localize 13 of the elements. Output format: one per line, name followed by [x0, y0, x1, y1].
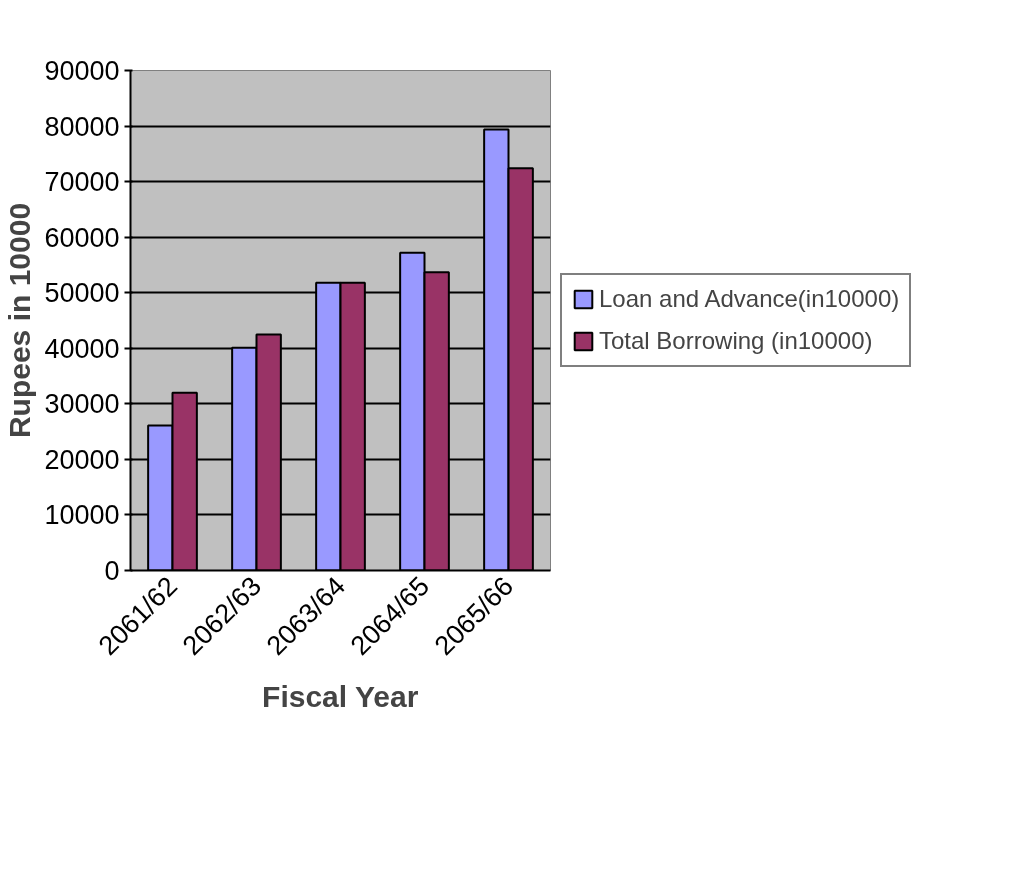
legend-label: Total Borrowing (in10000) — [599, 327, 873, 355]
y-axis-title: Rupees in 10000 — [3, 202, 37, 439]
y-tick-label: 90000 — [44, 56, 120, 86]
y-tick-label: 80000 — [44, 111, 120, 142]
y-tick-label: 50000 — [44, 278, 120, 309]
x-axis-title: Fiscal Year — [262, 679, 419, 713]
y-tick-label: 60000 — [44, 222, 120, 253]
legend-label: Loan and Advance(in10000) — [599, 285, 900, 313]
y-tick-label: 10000 — [44, 500, 120, 531]
y-tick-label: 40000 — [44, 333, 120, 364]
y-tick-label: 20000 — [44, 444, 120, 475]
y-tick-label: 70000 — [44, 167, 120, 198]
y-tick-label: 30000 — [44, 389, 120, 420]
